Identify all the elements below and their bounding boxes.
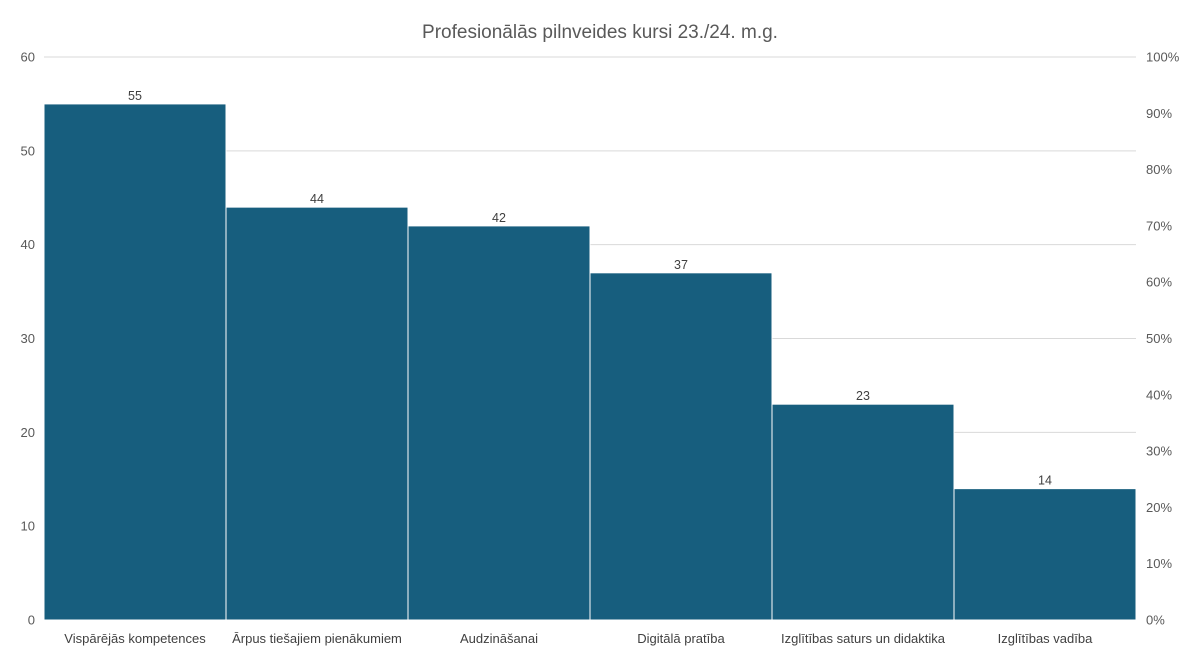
y-tick-label: 10 (21, 519, 35, 534)
y-tick-label: 40 (21, 237, 35, 252)
y2-tick-label: 40% (1146, 387, 1172, 402)
y2-tick-label: 20% (1146, 500, 1172, 515)
y2-tick-label: 80% (1146, 162, 1172, 177)
y2-tick-label: 90% (1146, 106, 1172, 121)
bars (43, 103, 1137, 621)
bar (43, 103, 227, 621)
y2-tick-label: 50% (1146, 331, 1172, 346)
y-axis-left: 0 10 20 30 40 50 60 (21, 50, 35, 628)
data-labels: 55 44 42 37 23 14 (128, 89, 1052, 488)
bar (771, 403, 955, 621)
category-label: Izglītības vadība (998, 631, 1093, 646)
y2-tick-label: 30% (1146, 444, 1172, 459)
y-tick-label: 30 (21, 331, 35, 346)
data-label: 55 (128, 89, 142, 103)
category-label: Digitālā pratība (637, 631, 725, 646)
data-label: 37 (674, 258, 688, 272)
category-label: Audzināšanai (460, 631, 538, 646)
y-tick-label: 50 (21, 143, 35, 158)
y2-tick-label: 10% (1146, 556, 1172, 571)
data-label: 23 (856, 389, 870, 403)
y-axis-right: 0% 10% 20% 30% 40% 50% 60% 70% 80% 90% 100% (1146, 50, 1180, 628)
bar (953, 488, 1137, 621)
category-label: Ārpus tiešajiem pienākumiem (232, 631, 402, 646)
y2-tick-label: 60% (1146, 275, 1172, 290)
data-label: 44 (310, 192, 324, 206)
y2-tick-label: 0% (1146, 613, 1165, 628)
x-axis: Vispārējās kompetences Ārpus tiešajiem pi… (64, 631, 1093, 646)
bar (225, 206, 409, 621)
y2-tick-label: 70% (1146, 218, 1172, 233)
y2-tick-label: 100% (1146, 50, 1180, 65)
data-label: 42 (492, 211, 506, 225)
chart-title: Profesionālās pilnveides kursi 23./24. m… (422, 22, 778, 43)
data-label: 14 (1038, 474, 1052, 488)
bar (407, 225, 591, 621)
y-tick-label: 60 (21, 50, 35, 65)
category-label: Izglītības saturs un didaktika (781, 631, 946, 646)
y-tick-label: 20 (21, 425, 35, 440)
y-tick-label: 0 (28, 613, 35, 628)
category-label: Vispārējās kompetences (64, 631, 206, 646)
bar (589, 272, 773, 621)
